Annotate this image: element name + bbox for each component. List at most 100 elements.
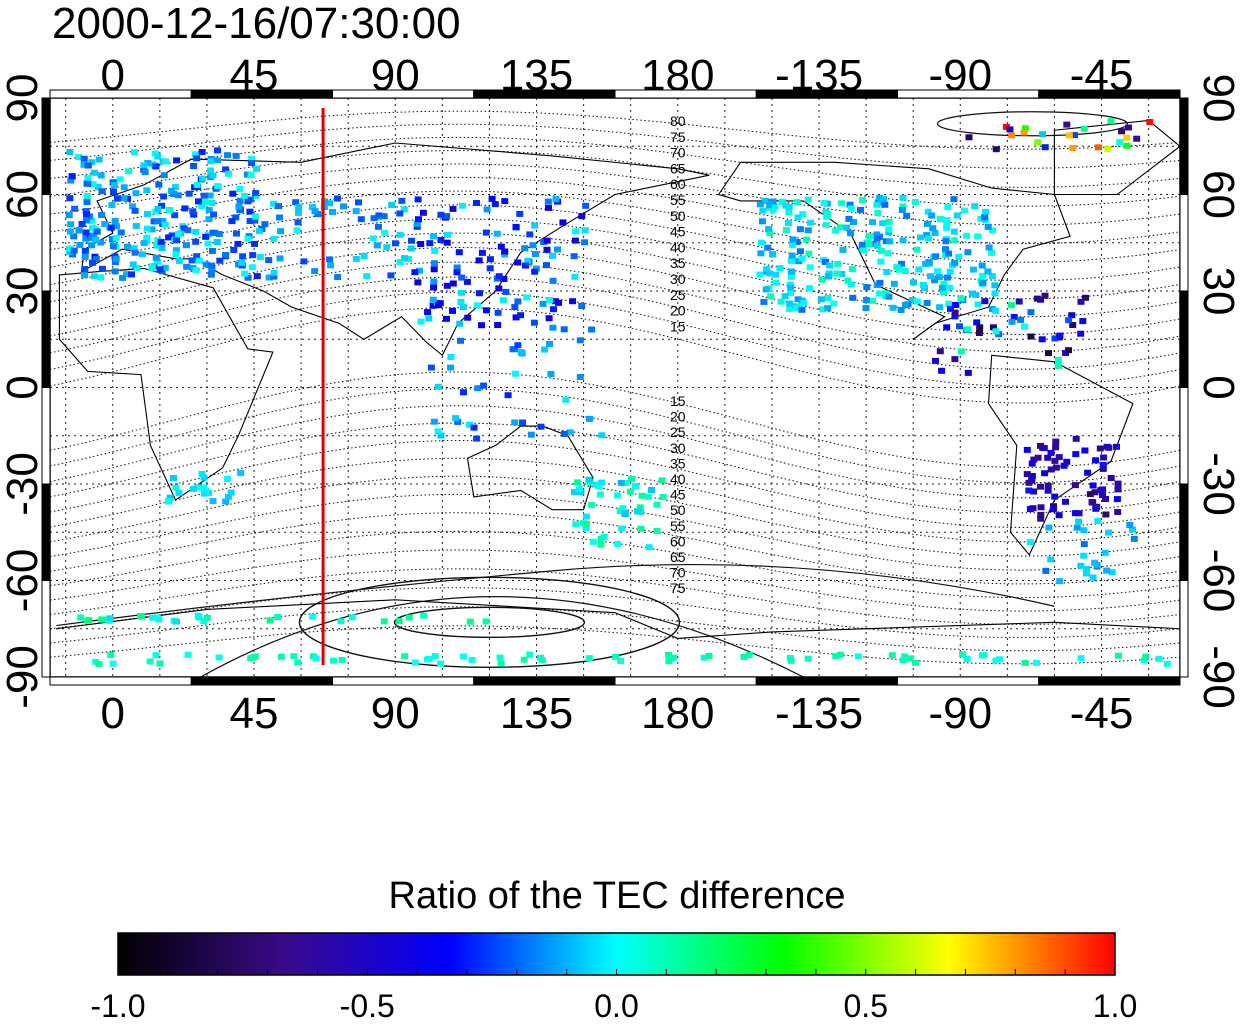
tec-cell	[173, 618, 180, 625]
x-tick-label-bottom: 180	[641, 689, 714, 738]
tec-cell	[700, 654, 708, 661]
tec-cell	[863, 284, 871, 291]
tec-cell	[97, 239, 105, 246]
tec-cell	[854, 653, 862, 660]
tec-cell	[514, 342, 522, 349]
tec-cell	[991, 290, 999, 297]
tec-cell	[832, 653, 840, 660]
tec-cell	[502, 288, 510, 295]
tec-cell	[1115, 652, 1122, 659]
tec-cell	[84, 162, 92, 169]
tec-cell	[1088, 499, 1096, 505]
tec-cell	[76, 241, 84, 248]
tec-cell	[796, 248, 804, 255]
tec-cell	[821, 258, 829, 265]
tec-cell	[834, 260, 842, 267]
y-tick-label-left: -30	[0, 452, 47, 516]
tec-cell	[782, 227, 790, 234]
tec-cell	[180, 225, 188, 232]
tec-cell	[1055, 512, 1063, 519]
x-tick-label-top: 135	[500, 51, 573, 100]
tec-cell	[94, 183, 102, 190]
tec-cell	[869, 240, 877, 247]
tec-cell	[923, 300, 931, 306]
tec-cell	[338, 656, 346, 663]
tec-cell	[787, 289, 794, 296]
tec-cell	[1028, 473, 1036, 479]
tec-cell	[1051, 493, 1059, 500]
tec-cell	[468, 656, 476, 663]
tec-cell	[474, 385, 482, 392]
tec-cell	[155, 181, 163, 188]
tec-cell	[796, 226, 804, 233]
y-tick-label-right: 90	[1194, 74, 1240, 123]
x-tick-label-top: 180	[641, 51, 714, 100]
tec-cell	[1054, 362, 1062, 369]
tec-cell	[978, 262, 986, 269]
tec-cell	[538, 657, 546, 664]
tec-cell	[530, 319, 538, 326]
tec-cell	[1105, 444, 1113, 451]
tec-cell	[215, 231, 223, 237]
tec-cell	[84, 174, 92, 181]
tec-cell	[1037, 515, 1045, 522]
tec-cell	[614, 540, 622, 547]
tec-cell	[265, 257, 273, 264]
tec-cell	[312, 655, 320, 662]
tec-cell	[1155, 655, 1163, 662]
tec-cell	[189, 208, 197, 215]
tec-cell	[143, 187, 151, 194]
tec-cell	[173, 237, 180, 244]
tec-cell	[248, 264, 256, 271]
tec-cell	[68, 173, 76, 180]
tec-cell	[786, 305, 794, 312]
tec-cell	[969, 266, 977, 273]
y-tick-label-left: 30	[0, 267, 47, 316]
tec-cell	[425, 655, 433, 662]
tec-cell	[581, 227, 589, 234]
tec-cell	[270, 273, 278, 280]
tec-cell	[598, 479, 606, 486]
tec-cell	[1142, 653, 1150, 660]
tec-cell	[943, 224, 950, 231]
tec-cell	[1073, 524, 1081, 531]
tec-cell	[93, 228, 101, 235]
contour-label-north: 30	[670, 271, 686, 287]
tec-cell	[460, 653, 467, 660]
tec-cell	[582, 521, 590, 528]
tec-cell	[294, 659, 302, 666]
tec-cell	[982, 208, 990, 215]
tec-cell	[82, 229, 90, 236]
tec-cell	[942, 238, 950, 245]
tec-cell	[144, 210, 151, 217]
tec-cell	[88, 159, 96, 166]
tec-cell	[112, 255, 120, 262]
tec-cell	[133, 265, 141, 271]
tec-cell	[819, 306, 827, 313]
tec-cell	[1032, 659, 1040, 666]
tec-cell	[826, 262, 834, 269]
tec-cell	[210, 211, 218, 218]
tec-cell	[1071, 482, 1079, 489]
tec-cell	[901, 302, 909, 308]
tec-cell	[1100, 454, 1108, 461]
tec-cell	[204, 240, 212, 247]
tec-cell	[270, 200, 278, 207]
tec-cell	[71, 205, 79, 212]
tec-cell	[847, 205, 855, 212]
tec-cell	[849, 294, 857, 301]
tec-cell	[764, 244, 772, 251]
tec-cell	[208, 248, 216, 254]
tec-cell	[549, 277, 557, 284]
tec-cell	[340, 203, 348, 210]
polar-contour	[200, 595, 804, 678]
tec-cell	[992, 146, 1000, 153]
tec-cell	[300, 258, 308, 265]
tec-cell	[357, 216, 365, 223]
tec-cell	[1080, 125, 1088, 132]
tec-cell	[1052, 464, 1060, 471]
tec-cell	[88, 242, 96, 249]
tec-cell	[107, 652, 115, 658]
contour-label-south: 40	[670, 471, 686, 487]
tec-cell	[154, 258, 161, 265]
